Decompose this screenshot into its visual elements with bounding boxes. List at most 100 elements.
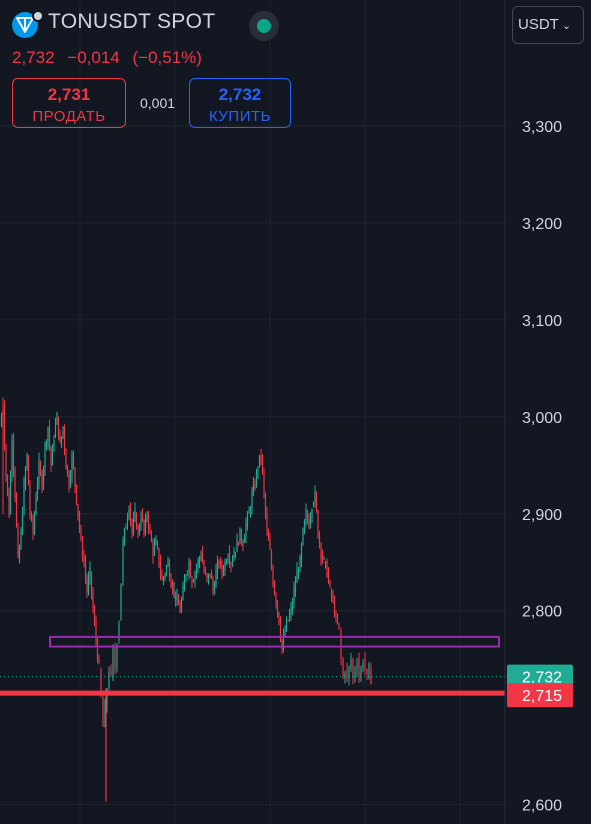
candle-body [62,426,64,437]
candle-body [344,673,346,679]
spread-value: 0,001 [140,95,176,111]
candle-body [281,639,283,650]
candle-body [212,579,214,592]
currency-value: USDT [518,16,559,33]
candle-body [9,474,12,514]
candle-body [15,494,18,527]
candle-body [71,452,73,476]
candle-body [128,509,130,519]
candle-body [129,504,132,521]
symbol-title[interactable]: TONUSDT SPOT [48,10,216,33]
price-tick-label: 2,600 [522,798,562,815]
candle-body [38,459,40,483]
candle-body [254,484,256,489]
candle-body [92,592,94,611]
price-tick-label: 2,900 [522,507,562,524]
candle-body [318,533,321,545]
candle-body [114,649,116,670]
candle-body [155,538,157,545]
candle-body [333,601,336,616]
candle-body [306,513,309,519]
candle-body [68,473,70,490]
candle-body [143,520,145,533]
candle-body [266,513,268,531]
candle-body [6,475,9,493]
candle-body [329,580,331,587]
candle-body [222,570,225,572]
candle-body [293,588,295,603]
candle-body [134,508,136,519]
candle-body [63,426,66,450]
candle-body [243,537,246,543]
candle-body [118,623,120,640]
candle-body [197,560,199,568]
candle-body [108,672,110,689]
candle-body [221,562,223,573]
candle-body [33,514,36,534]
candle-body [158,548,160,566]
candle-body [299,556,301,572]
sell-button[interactable]: 2,731 ПРОДАТЬ [12,78,126,128]
resistance-zone-rectangle[interactable] [49,635,500,648]
candle-body [354,671,356,679]
candle-body [218,561,220,566]
candle-body [81,542,84,557]
current-price-label: 2,732 [522,670,562,687]
candle-body [112,645,114,679]
candle-body [30,513,33,519]
candle-body [21,513,24,534]
candle-body [74,467,76,487]
candle-body [65,449,67,470]
candle-body [168,562,171,578]
candle-body [32,518,34,534]
support-line[interactable] [0,690,505,696]
candle-body [144,518,147,534]
candle-body [17,526,19,557]
market-status-indicator[interactable] [249,11,279,41]
sell-label: ПРОДАТЬ [32,108,106,125]
candle-body [23,480,25,514]
candle-body [219,562,222,564]
candle-body [276,601,279,613]
candle-body [269,540,271,550]
candle-body [102,697,104,727]
candle-body [278,612,280,625]
ton-logo-icon [12,10,44,38]
price-axis[interactable]: 3,300 3,200 3,100 3,000 2,900 2,800 2,600 2,732… [504,0,573,824]
candle-body [284,630,286,636]
candle-body [282,635,285,650]
candle-body [180,599,183,611]
candle-body [185,574,187,580]
candle-body [311,509,313,519]
candle-body [263,471,265,493]
candle-body [39,465,42,473]
candle-body [352,659,354,678]
candle-body [203,562,205,572]
candle-body [192,581,195,583]
candle-body [106,689,108,708]
candle-body [216,561,219,572]
candle-body [297,571,300,573]
candle-body [326,561,328,577]
candle-body [309,518,312,524]
candlestick-series [0,397,372,802]
chevron-down-icon: ⌄ [561,20,572,32]
currency-select[interactable]: USDT ⌄ [512,6,584,44]
candle-body [338,623,340,628]
candle-body [42,468,45,485]
candle-body [179,605,181,613]
candle-body [366,668,368,674]
candle-body [300,544,303,563]
candle-body [122,540,124,582]
candle-body [240,533,243,542]
candle-body [8,492,10,517]
candle-body [44,443,46,469]
price-summary: 2,732 −0,014 (−0,51%) [12,48,210,68]
exchange-badge-icon [32,10,44,22]
candle-body [303,519,306,534]
buy-button[interactable]: 2,732 КУПИТЬ [189,78,291,128]
candle-body [260,455,262,458]
candle-body [320,544,322,559]
candle-body [194,572,196,582]
